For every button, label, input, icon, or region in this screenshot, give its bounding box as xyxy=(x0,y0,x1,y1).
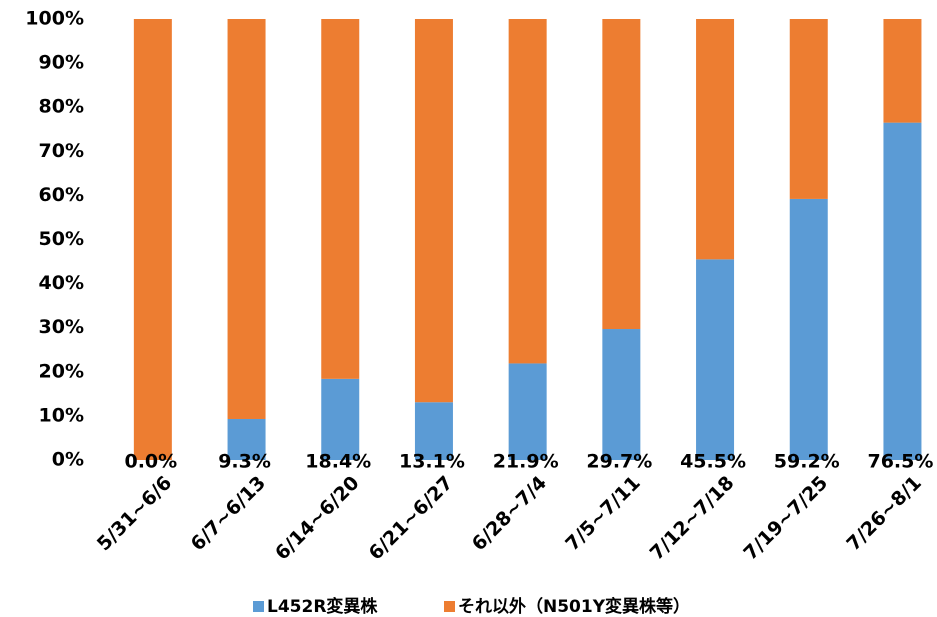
bar-segment xyxy=(789,19,828,199)
x-tick-label: 6/21~6/27 xyxy=(365,472,458,565)
bar-segment xyxy=(508,19,547,364)
bar-segment xyxy=(227,19,266,419)
y-tick-label: 40% xyxy=(39,272,84,294)
bar-segment xyxy=(414,402,453,460)
data-label: 13.1% xyxy=(399,451,465,473)
bar-segment xyxy=(883,122,922,460)
data-label: 18.4% xyxy=(305,451,371,473)
data-label: 29.7% xyxy=(586,451,652,473)
y-tick-label: 70% xyxy=(39,140,84,162)
data-label: 21.9% xyxy=(493,451,559,473)
bar-segment xyxy=(696,19,735,260)
x-tick-label: 7/19~7/25 xyxy=(739,472,832,565)
legend-label: それ以外（N501Y変異株等） xyxy=(458,596,690,617)
data-label: 9.3% xyxy=(218,451,271,473)
legend-swatch xyxy=(444,601,455,612)
y-tick-label: 100% xyxy=(25,8,84,30)
y-tick-label: 50% xyxy=(39,228,84,250)
data-label: 45.5% xyxy=(680,451,746,473)
data-label: 76.5% xyxy=(867,451,933,473)
bar-segment xyxy=(321,19,360,379)
data-label: 0.0% xyxy=(124,451,177,473)
bar-segment xyxy=(227,418,266,460)
bar-segment xyxy=(133,19,172,460)
bar-segment xyxy=(883,19,922,123)
x-tick-label: 7/12~7/18 xyxy=(646,472,739,565)
y-tick-label: 60% xyxy=(39,184,84,206)
bar-segment xyxy=(789,198,828,461)
y-tick-label: 80% xyxy=(39,96,84,118)
data-label: 59.2% xyxy=(774,451,840,473)
x-tick-label: 6/14~6/20 xyxy=(271,472,364,565)
bar-segment xyxy=(696,259,735,460)
legend-label: L452R変異株 xyxy=(267,596,378,617)
y-tick-label: 90% xyxy=(39,52,84,74)
bar-segment xyxy=(602,19,641,330)
legend-swatch xyxy=(253,601,264,612)
bar-segment xyxy=(414,19,453,403)
y-tick-label: 20% xyxy=(39,360,84,382)
x-tick-label: 7/26~8/1 xyxy=(843,472,926,555)
y-tick-label: 10% xyxy=(39,404,84,426)
bar-segment xyxy=(602,329,641,460)
x-tick-label: 7/5~7/11 xyxy=(561,472,644,555)
x-tick-label: 5/31~6/6 xyxy=(93,472,176,555)
bar-segment xyxy=(321,378,360,460)
y-tick-label: 0% xyxy=(52,449,84,471)
y-tick-label: 30% xyxy=(39,316,84,338)
x-tick-label: 6/28~7/4 xyxy=(468,472,551,555)
x-tick-label: 6/7~6/13 xyxy=(187,472,270,555)
bar-segment xyxy=(508,363,547,460)
